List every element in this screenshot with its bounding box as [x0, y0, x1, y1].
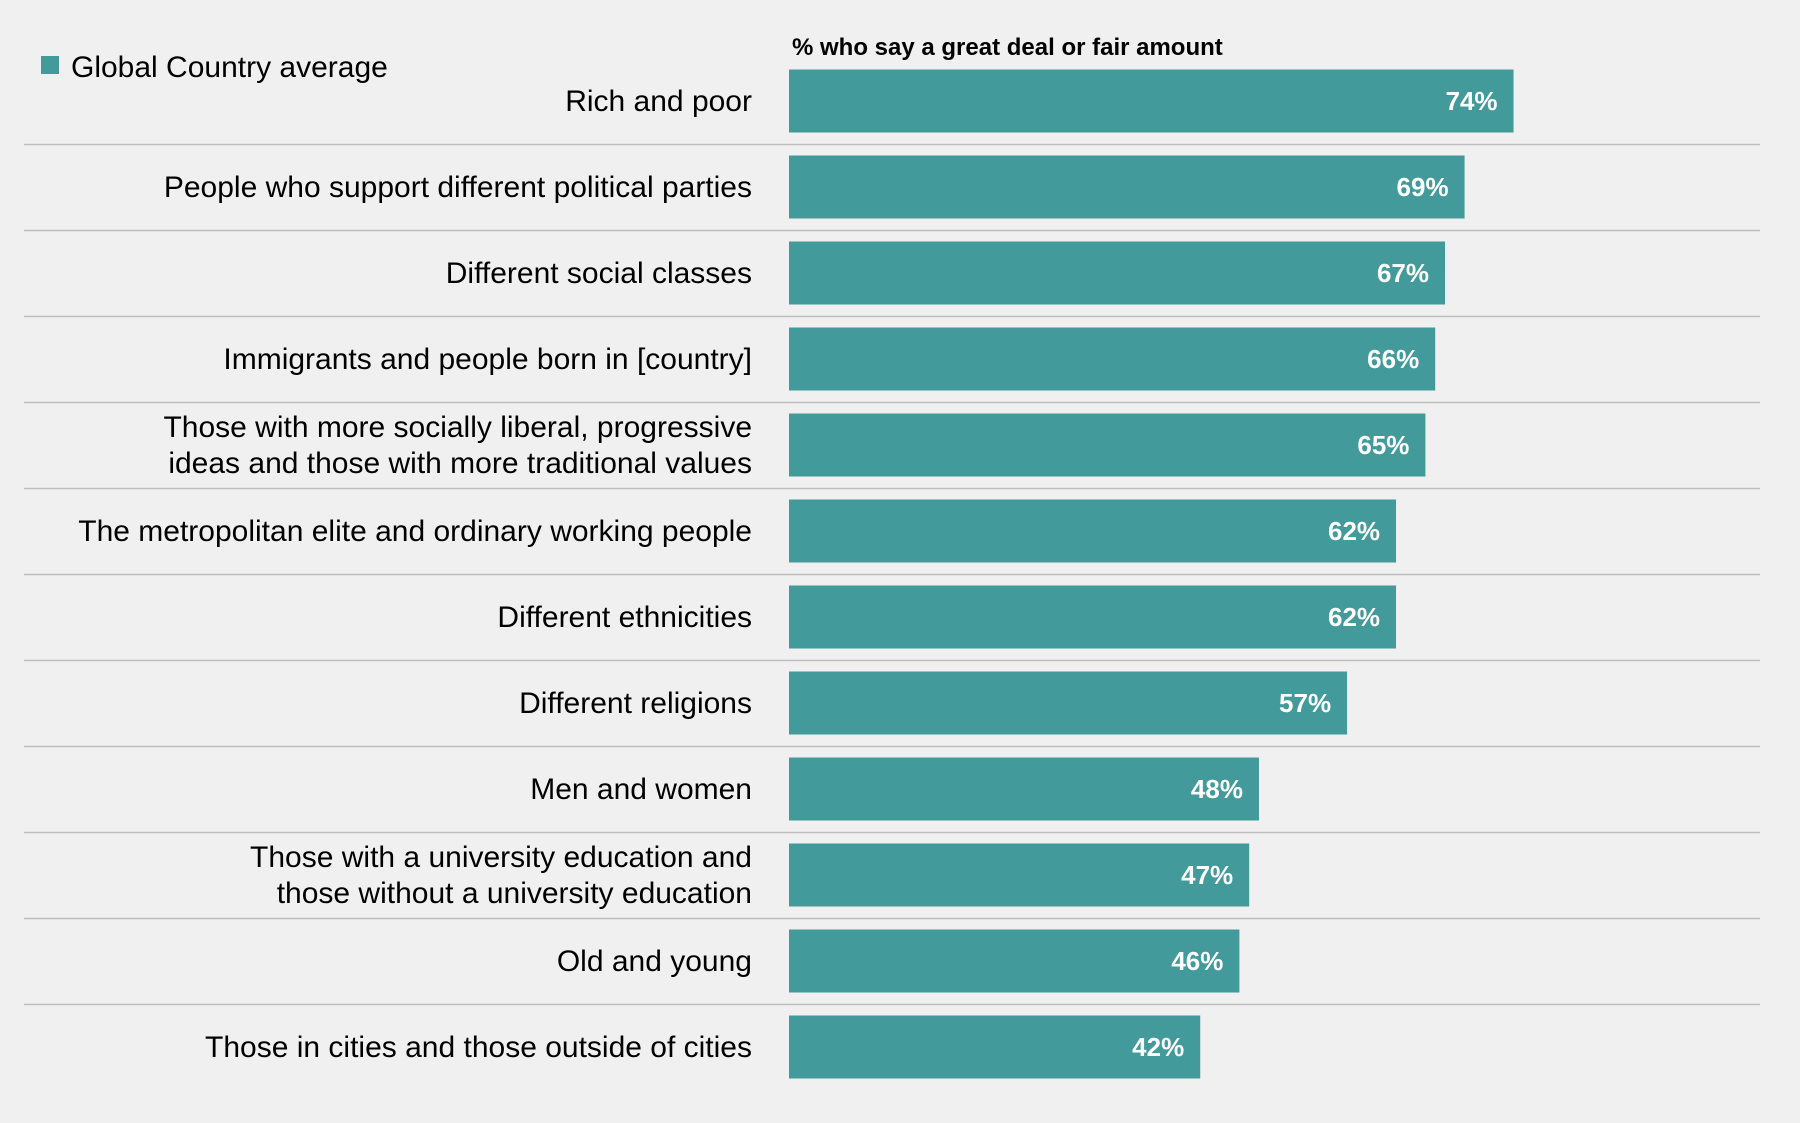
category-label-12: Those in cities and those outside of cit…: [205, 1031, 752, 1064]
bar-5: [789, 413, 1426, 477]
bar-12: [789, 1015, 1201, 1079]
bar-1: [789, 69, 1514, 133]
value-label-10: 47%: [1181, 860, 1233, 890]
category-label-4: Immigrants and people born in [country]: [223, 343, 752, 376]
bars: [789, 69, 1514, 1079]
chart-subtitle: % who say a great deal or fair amount: [792, 34, 1223, 61]
category-label-2: People who support different political p…: [164, 171, 752, 204]
value-label-7: 62%: [1328, 602, 1380, 632]
category-label-3: Different social classes: [446, 257, 752, 290]
category-label-6: The metropolitan elite and ordinary work…: [78, 515, 752, 548]
value-label-11: 46%: [1171, 946, 1223, 976]
bar-3: [789, 241, 1445, 305]
category-label-7: Different ethnicities: [497, 601, 752, 634]
bar-8: [789, 671, 1348, 735]
category-labels: Rich and poor People who support differen…: [78, 85, 752, 1064]
value-label-1: 74%: [1445, 86, 1497, 116]
value-label-9: 48%: [1191, 774, 1243, 804]
category-label-1: Rich and poor: [565, 85, 752, 118]
legend-label: Global Country average: [71, 51, 388, 84]
value-label-2: 69%: [1397, 172, 1449, 202]
bar-11: [789, 929, 1240, 993]
legend: Global Country average: [41, 51, 388, 84]
row-separators: [24, 143, 1760, 1006]
bar-10: [789, 843, 1250, 907]
bar-2: [789, 155, 1465, 219]
bar-9: [789, 757, 1259, 821]
value-label-5: 65%: [1357, 430, 1409, 460]
value-label-3: 67%: [1377, 258, 1429, 288]
value-label-4: 66%: [1367, 344, 1419, 374]
value-label-8: 57%: [1279, 688, 1331, 718]
category-label-8: Different religions: [519, 687, 752, 720]
category-label-11: Old and young: [557, 945, 752, 978]
category-label-5: Those with more socially liberal, progre…: [163, 411, 752, 480]
category-label-9: Men and women: [530, 773, 752, 806]
bar-4: [789, 327, 1436, 391]
legend-swatch: [41, 56, 59, 74]
value-labels: 74% 69% 67% 66% 65% 62% 62% 57% 48% 47% 46% 42%: [1132, 86, 1497, 1062]
bar-7: [789, 585, 1397, 649]
value-label-12: 42%: [1132, 1032, 1184, 1062]
category-label-10: Those with a university education and tho…: [250, 841, 752, 910]
bar-6: [789, 499, 1397, 563]
value-label-6: 62%: [1328, 516, 1380, 546]
